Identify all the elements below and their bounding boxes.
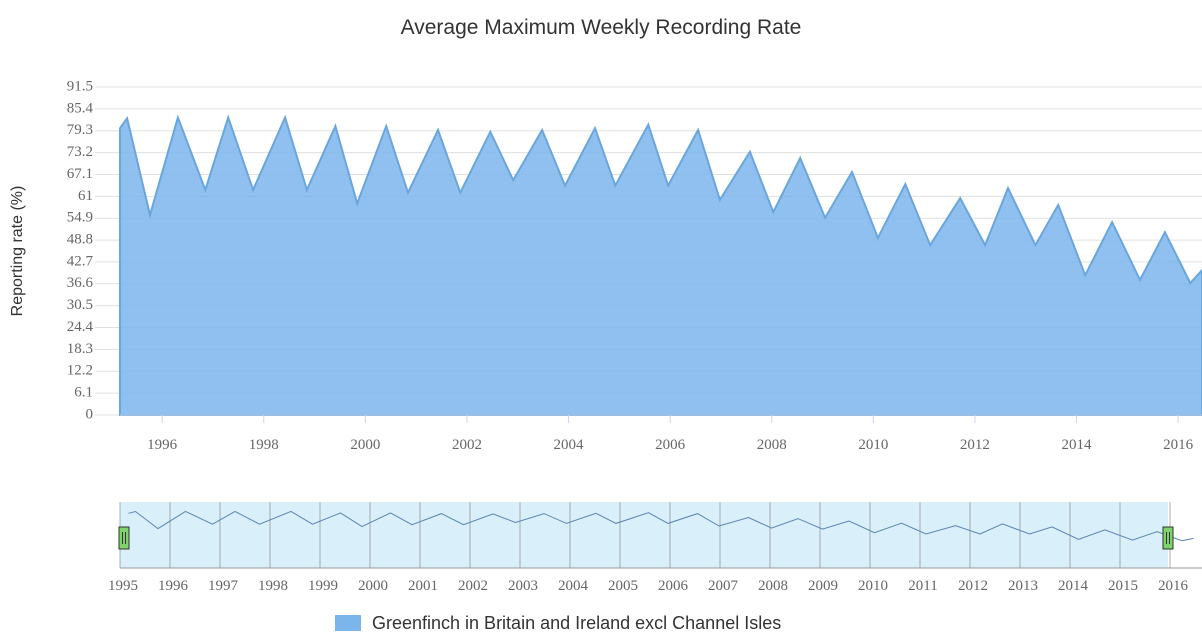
navigator-tick-label: 2001 [408,578,438,594]
navigator-tick-label: 2005 [608,578,638,594]
y-tick-label: 48.8 [67,232,93,248]
x-tick-label: 2006 [655,437,686,453]
y-tick-label: 36.6 [67,275,94,291]
navigator-tick-label: 2003 [508,578,538,594]
navigator-handle[interactable] [118,526,130,550]
navigator-tick-label: 1998 [258,578,288,594]
x-tick-label: 1998 [249,437,279,453]
navigator-handle[interactable] [1162,526,1174,550]
y-axis-label: Reporting rate (%) [9,186,26,317]
navigator-tick-label: 2009 [808,578,838,594]
navigator-tick-label: 2002 [458,578,488,594]
legend-swatch[interactable] [335,615,361,631]
y-tick-label: 0 [86,406,94,422]
y-tick-label: 6.1 [74,385,93,401]
y-tick-label: 42.7 [67,253,94,269]
navigator-tick-label: 2012 [958,578,988,594]
navigator-tick-label: 2004 [558,578,589,594]
y-tick-label: 85.4 [67,100,94,116]
y-tick-label: 73.2 [67,144,93,160]
x-tick-label: 2010 [858,437,888,453]
y-tick-label: 30.5 [67,297,93,313]
navigator-tick-label: 1997 [208,578,239,594]
navigator-tick-label: 1999 [308,578,338,594]
y-tick-label: 91.5 [67,78,93,94]
y-tick-label: 67.1 [67,166,93,182]
navigator-tick-label: 1996 [158,578,189,594]
area [119,114,1202,416]
navigator-tick-label: 2016 [1158,578,1189,594]
navigator-tick-label: 2015 [1108,578,1138,594]
navigator-tick-label: 2014 [1058,578,1089,594]
navigator-tick-label: 2008 [758,578,788,594]
navigator-tick-label: 2011 [908,578,937,594]
x-tick-label: 1996 [147,437,178,453]
y-tick-label: 54.9 [67,210,93,226]
navigator-tick-label: 2000 [358,578,388,594]
y-tick-label: 12.2 [67,363,93,379]
navigator-tick-label: 2013 [1008,578,1038,594]
navigator-tick-label: 2006 [658,578,689,594]
x-tick-label: 2000 [350,437,380,453]
x-tick-label: 2016 [1163,437,1194,453]
legend-label[interactable]: Greenfinch in Britain and Ireland excl C… [372,613,781,633]
navigator-line [128,510,1194,542]
x-tick-label: 2002 [452,437,482,453]
chart-title: Average Maximum Weekly Recording Rate [401,16,802,39]
x-tick-label: 2014 [1062,437,1093,453]
navigator-tick-label: 2007 [708,578,739,594]
y-tick-label: 18.3 [67,341,93,357]
x-tick-label: 2008 [757,437,787,453]
navigator-tick-label: 1995 [108,578,138,594]
y-tick-label: 79.3 [67,122,93,138]
navigator-selection[interactable] [120,502,1168,568]
y-tick-label: 61 [78,188,93,204]
y-tick-label: 24.4 [67,319,94,335]
x-tick-label: 2004 [554,437,585,453]
x-tick-label: 2012 [960,437,990,453]
navigator-tick-label: 2010 [858,578,888,594]
